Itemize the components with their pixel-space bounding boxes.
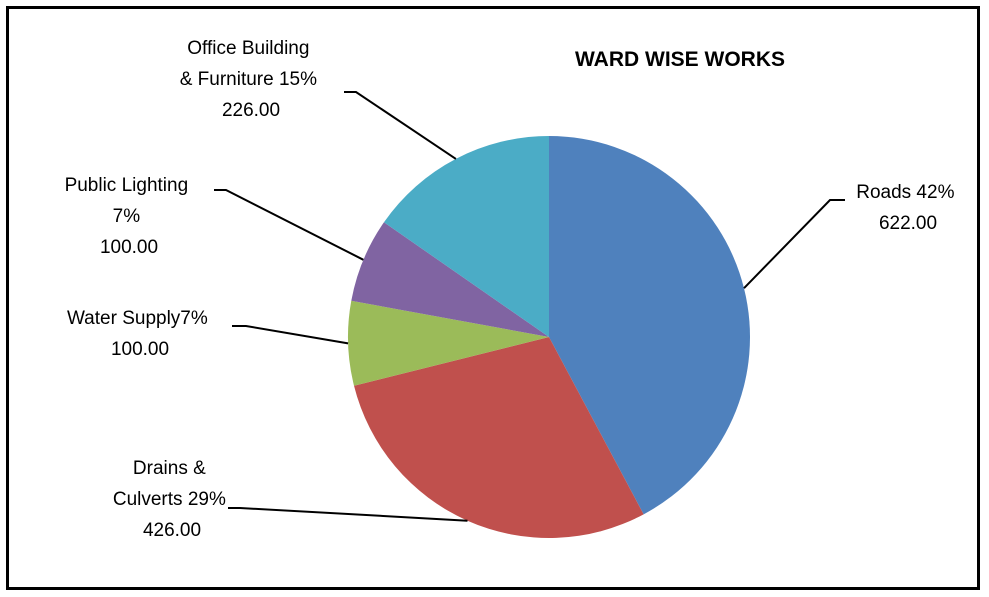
slice-label-office-building: Office Building & Furniture 15% 226.00 xyxy=(180,38,323,121)
leader-line xyxy=(344,91,457,160)
pie-slice-office-building-furniture xyxy=(383,136,549,337)
chart-title: WARD WISE WORKS xyxy=(575,48,785,71)
label-line: Public Lighting xyxy=(65,175,189,196)
leader-line xyxy=(214,189,364,261)
label-line: 426.00 xyxy=(143,520,201,541)
label-line: 100.00 xyxy=(111,339,169,360)
slice-label-water-supply: Water Supply7% 100.00 xyxy=(67,308,213,360)
leader-line xyxy=(743,199,845,289)
pie-slice-roads xyxy=(549,136,750,515)
pie-slice-water-supply xyxy=(348,300,549,386)
label-line: Roads 42% xyxy=(856,182,954,203)
label-line: Drains & xyxy=(133,458,206,479)
pie-slice-drains-culverts xyxy=(354,337,644,538)
label-line: Water Supply7% xyxy=(67,308,208,329)
label-line: Culverts 29% xyxy=(113,489,226,510)
slice-label-drains-culverts: Drains & Culverts 29% 426.00 xyxy=(113,458,231,541)
leader-line xyxy=(228,507,468,522)
pie-slices xyxy=(348,136,750,538)
label-line: 226.00 xyxy=(222,100,280,121)
leader-line xyxy=(232,325,349,345)
label-line: & Furniture 15% xyxy=(180,69,317,90)
label-line: 100.00 xyxy=(100,237,158,258)
label-line: Office Building xyxy=(187,38,309,59)
leader-lines xyxy=(214,91,845,522)
slice-label-roads: Roads 42% 622.00 xyxy=(856,182,960,234)
pie-slice-public-lighting xyxy=(351,222,549,337)
label-line: 7% xyxy=(113,206,141,227)
label-line: 622.00 xyxy=(879,213,937,234)
slice-label-public-lighting: Public Lighting 7% 100.00 xyxy=(65,175,194,258)
